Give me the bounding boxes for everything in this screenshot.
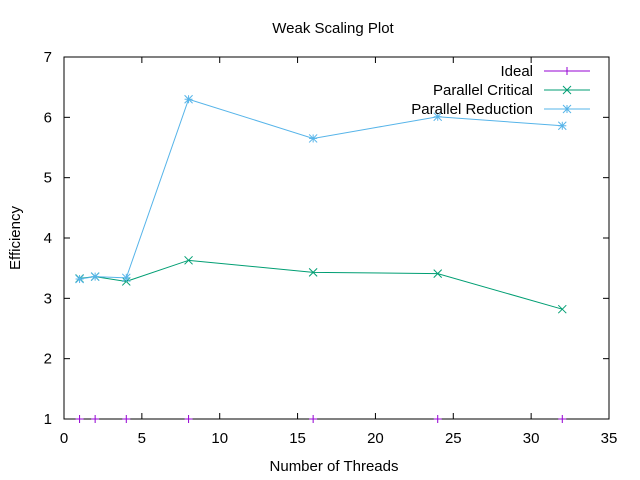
x-tick-label: 25 xyxy=(445,430,462,447)
x-tick-label: 10 xyxy=(211,430,228,447)
x-tick-label: 5 xyxy=(138,430,146,447)
series-layer xyxy=(75,94,567,423)
chart-title: Weak Scaling Plot xyxy=(272,20,394,37)
data-point-ideal xyxy=(75,415,84,423)
data-point-parallel-critical xyxy=(184,255,193,265)
series-line-parallel-reduction xyxy=(79,98,563,280)
axes: 0 5 10 15 20 25 30 35 1 2 3 4 5 6 7 xyxy=(44,49,618,447)
y-tick-label: 3 xyxy=(44,290,52,307)
data-point-ideal xyxy=(122,415,131,423)
series-parallel-reduction xyxy=(75,94,567,284)
data-point-ideal xyxy=(558,415,567,423)
data-point-parallel-critical xyxy=(433,269,443,278)
series-ideal xyxy=(75,415,567,423)
legend-item-ideal: Ideal xyxy=(500,63,590,80)
y-tick-label: 7 xyxy=(44,49,52,66)
legend: Ideal Parallel Critical Parallel Reduction xyxy=(411,63,590,118)
y-tick-label: 6 xyxy=(44,109,52,126)
x-tick-label: 15 xyxy=(289,430,306,447)
data-point-parallel-reduction xyxy=(433,112,443,122)
data-point-parallel-critical xyxy=(308,268,318,277)
series-line-parallel-critical xyxy=(79,259,563,310)
legend-label: Parallel Reduction xyxy=(411,101,533,118)
legend-swatch-marker xyxy=(562,104,572,114)
data-point-parallel-reduction xyxy=(308,134,318,143)
legend-swatch-marker xyxy=(563,67,571,75)
data-point-ideal xyxy=(309,415,318,423)
legend-label: Parallel Critical xyxy=(433,82,533,99)
legend-swatch-marker xyxy=(562,85,572,95)
data-point-ideal xyxy=(91,415,100,423)
data-point-parallel-critical xyxy=(557,304,567,314)
legend-item-parallel-critical: Parallel Critical xyxy=(433,82,590,99)
legend-label: Ideal xyxy=(500,63,533,80)
data-point-ideal xyxy=(184,415,193,423)
x-axis-label: Number of Threads xyxy=(270,458,399,475)
x-tick-label: 35 xyxy=(601,430,618,447)
data-point-parallel-reduction xyxy=(184,94,193,104)
y-tick-label: 2 xyxy=(44,351,52,368)
x-tick-label: 0 xyxy=(60,430,68,447)
data-point-ideal xyxy=(433,415,442,423)
series-parallel-critical xyxy=(75,255,567,314)
data-point-parallel-reduction xyxy=(75,274,84,284)
y-tick-label: 4 xyxy=(44,230,52,247)
y-tick-label: 1 xyxy=(44,411,52,428)
y-axis-label: Efficiency xyxy=(7,206,24,270)
data-point-parallel-reduction xyxy=(557,121,567,131)
data-point-parallel-reduction xyxy=(121,273,131,283)
x-tick-label: 20 xyxy=(367,430,384,447)
data-point-parallel-reduction xyxy=(90,272,100,281)
y-tick-label: 5 xyxy=(44,170,52,187)
legend-item-parallel-reduction: Parallel Reduction xyxy=(411,101,590,118)
x-tick-label: 30 xyxy=(523,430,540,447)
